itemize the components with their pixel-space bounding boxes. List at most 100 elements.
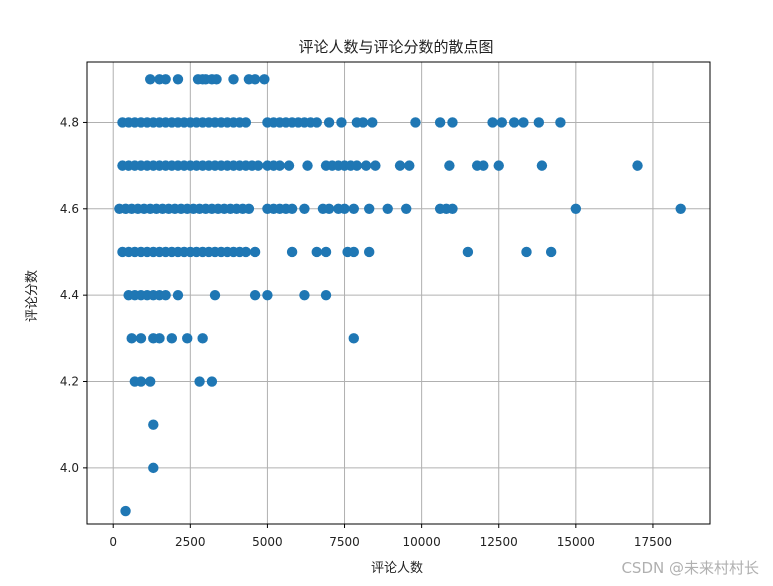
scatter-point [206,376,218,387]
x-axis-label: 评论人数 [371,561,423,576]
scatter-point [364,246,375,258]
scatter-point [348,333,359,344]
scatter-point [249,289,261,301]
scatter-point [154,333,165,344]
scatter-point [145,376,156,387]
x-tick-label: 0 [109,535,117,549]
scatter-point [478,160,489,171]
x-tick-label: 7500 [329,535,360,549]
y-tick-label: 4.0 [60,461,79,475]
x-tick-label: 2500 [175,535,206,549]
scatter-point [323,203,335,215]
data-points [114,74,686,517]
scatter-point [286,203,298,215]
scatter-point [311,117,322,128]
y-tick-label: 4.2 [60,375,79,389]
scatter-point [299,203,310,215]
scatter-point [311,246,322,258]
scatter-point [348,203,359,215]
scatter-point [496,117,508,128]
scatter-point [148,419,159,430]
scatter-point [160,74,171,85]
scatter-point [536,160,548,171]
x-tick-label: 17500 [634,535,672,549]
scatter-point [148,462,159,474]
scatter-point [274,160,285,171]
y-axis-label: 评论分数 [25,270,40,322]
scatter-point [357,117,369,128]
scatter-point [493,160,504,171]
scatter-point [240,246,252,258]
scatter-point [240,117,252,128]
scatter-point [444,160,455,171]
scatter-point [447,203,458,215]
scatter-point [172,74,184,85]
plot-frame [86,61,711,525]
scatter-point [394,160,406,171]
scatter-point [555,117,566,128]
scatter-point [360,160,372,171]
scatter-point [299,289,310,301]
scatter-point [533,117,545,128]
y-tick-label: 4.4 [60,288,79,302]
scatter-point [320,289,332,301]
scatter-point [382,203,393,215]
scatter-point [145,74,156,85]
scatter-point [508,117,520,128]
scatter-point [209,289,221,301]
scatter-point [401,203,412,215]
x-axis-ticks: 0 2500 5000 7500 10000 12500 15000 17500 [109,524,672,549]
scatter-point [632,160,643,171]
scatter-point [249,246,261,258]
y-tick-label: 4.8 [60,115,79,129]
scatter-point [249,74,261,85]
scatter-point [160,289,171,301]
scatter-point [410,117,421,128]
scatter-point [252,160,264,171]
scatter-point [182,333,193,344]
scatter-point [487,117,498,128]
scatter-point [320,246,332,258]
x-tick-label: 15000 [557,535,595,549]
scatter-point [364,203,375,215]
scatter-point [302,160,313,171]
scatter-point [339,203,350,215]
scatter-point [521,246,532,258]
scatter-point [197,333,208,344]
scatter-point [370,160,381,171]
scatter-point [286,246,298,258]
y-tick-label: 4.6 [60,202,79,216]
scatter-point [172,289,184,301]
scatter-point [518,117,529,128]
scatter-point [545,246,557,258]
scatter-point [351,160,363,171]
scatter-point [570,203,582,215]
scatter-point [283,160,295,171]
scatter-point [243,203,255,215]
x-tick-label: 5000 [252,535,283,549]
scatter-point [434,117,446,128]
scatter-point [336,117,347,128]
chart-title: 评论人数与评论分数的散点图 [298,38,493,56]
scatter-point [259,74,270,85]
scatter-point [367,117,378,128]
scatter-point [447,117,458,128]
x-tick-label: 12500 [480,535,518,549]
scatter-point [166,333,178,344]
scatter-point [194,376,205,387]
x-tick-label: 10000 [403,535,441,549]
scatter-point [262,289,273,301]
scatter-point [211,74,222,85]
scatter-point [126,333,137,344]
scatter-point [135,376,147,387]
scatter-point [404,160,415,171]
scatter-point [675,203,686,215]
y-axis-ticks: 4.0 4.2 4.4 4.6 4.8 [60,115,87,475]
scatter-point [228,74,239,85]
scatter-point [120,505,131,517]
scatter-point [135,333,147,344]
scatter-point [462,246,474,258]
watermark: CSDN @未来村村长 [621,559,759,577]
scatter-point [323,117,335,128]
